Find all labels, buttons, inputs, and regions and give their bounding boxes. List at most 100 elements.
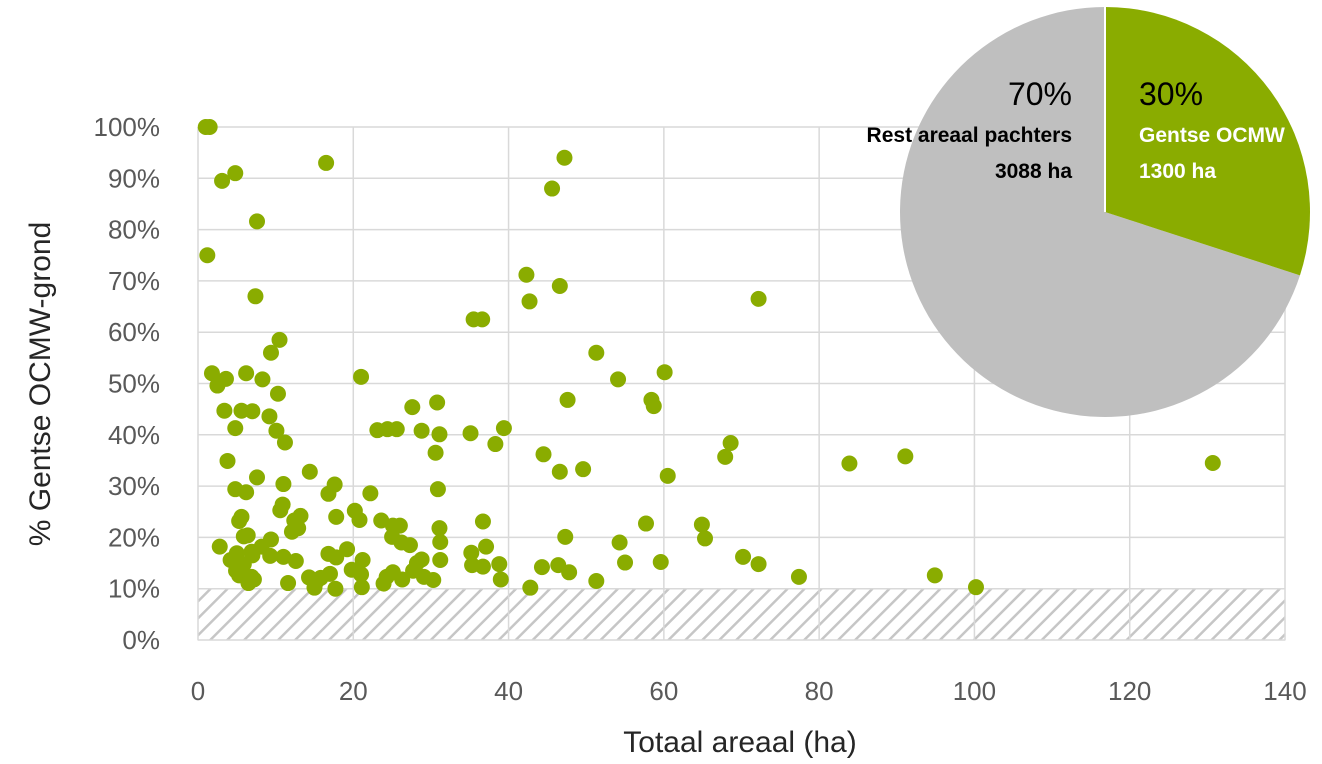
scatter-point [275, 548, 292, 565]
scatter-point [214, 172, 231, 189]
scatter-point [551, 463, 568, 480]
x-axis-title: Totaal areaal (ha) [623, 726, 856, 759]
x-tick-labels: 0 20 40 60 80 100 120 140 [191, 676, 1307, 706]
scatter-point [328, 549, 345, 566]
scatter-point [429, 394, 446, 411]
scatter-point [353, 579, 370, 596]
scatter-point [645, 398, 662, 415]
scatter-point [247, 288, 264, 305]
scatter-point [431, 426, 448, 443]
scatter-points [197, 119, 1221, 597]
y-axis-title: % Gentse OCMW-grond [24, 222, 57, 547]
scatter-point [926, 567, 943, 584]
scatter-point [432, 551, 449, 568]
scatter-point [656, 364, 673, 381]
x-tick-label: 0 [191, 676, 205, 706]
y-tick-label: 10% [108, 574, 160, 604]
pie-label-ocmw-area: 1300 ha [1139, 160, 1216, 183]
pie-label-rest-name: Rest areaal pachters [867, 124, 1072, 147]
x-tick-label: 40 [494, 676, 523, 706]
scatter-point [551, 278, 568, 295]
scatter-point [462, 425, 479, 442]
scatter-point [271, 331, 288, 348]
pie-label-rest-percent: 70% [1008, 76, 1072, 112]
scatter-point [240, 575, 257, 592]
y-tick-label: 30% [108, 471, 160, 501]
scatter-point [611, 534, 628, 551]
scatter-point [474, 513, 491, 530]
scatter-point [321, 565, 338, 582]
scatter-point [391, 517, 408, 534]
scatter-point [967, 579, 984, 596]
scatter-point [617, 554, 634, 571]
pie-label-ocmw-name: Gentse OCMW [1139, 124, 1285, 147]
scatter-point [199, 247, 216, 264]
scatter-point [219, 452, 236, 469]
scatter-point [290, 520, 307, 537]
scatter-point [211, 538, 228, 555]
scatter-point [388, 421, 405, 438]
pie-slice-ocmw [1105, 7, 1310, 276]
scatter-point [487, 436, 504, 453]
scatter-point [216, 402, 233, 419]
scatter-point [429, 481, 446, 498]
scatter-point [841, 455, 858, 472]
scatter-point [262, 531, 279, 548]
scatter-point [518, 266, 535, 283]
scatter-point [431, 520, 448, 537]
x-tick-label: 100 [953, 676, 996, 706]
scatter-point [533, 559, 550, 576]
scatter-point [243, 543, 260, 560]
scatter-point [750, 290, 767, 307]
scatter-point [238, 484, 255, 501]
scatter-point [375, 575, 392, 592]
scatter-point [276, 434, 293, 451]
scatter-point [268, 422, 285, 439]
scatter-point [318, 154, 335, 171]
scatter-point [750, 556, 767, 573]
scatter-point [261, 408, 278, 425]
y-tick-label: 90% [108, 163, 160, 193]
scatter-point [559, 391, 576, 408]
scatter-point [463, 544, 480, 561]
scatter-point [280, 575, 297, 592]
scatter-point [556, 149, 573, 166]
x-tick-label: 80 [805, 676, 834, 706]
pie-label-rest-area: 3088 ha [995, 160, 1072, 183]
scatter-point [362, 485, 379, 502]
scatter-point [201, 119, 218, 135]
scatter-point [209, 377, 226, 394]
scatter-point [544, 180, 561, 197]
scatter-point [320, 485, 337, 502]
scatter-point [227, 420, 244, 437]
y-tick-label: 70% [108, 266, 160, 296]
scatter-point [353, 566, 370, 583]
scatter-point [413, 422, 430, 439]
scatter-point [432, 534, 449, 551]
y-tick-label: 0% [122, 625, 160, 655]
y-tick-label: 60% [108, 317, 160, 347]
x-tick-label: 20 [339, 676, 368, 706]
scatter-point [693, 516, 710, 533]
scatter-point [262, 547, 279, 564]
scatter-point [227, 165, 244, 182]
below-threshold-band [197, 588, 1286, 641]
scatter-point [425, 571, 442, 588]
scatter-point [339, 541, 356, 558]
scatter-point [254, 371, 271, 388]
scatter-point [491, 556, 508, 573]
scatter-point [575, 461, 592, 478]
scatter-point [478, 538, 495, 555]
scatter-point [610, 371, 627, 388]
scatter-point [351, 511, 368, 528]
scatter-point [353, 368, 370, 385]
scatter-point [588, 573, 605, 590]
scatter-point [292, 507, 309, 524]
scatter-point [244, 403, 261, 420]
x-tick-label: 140 [1263, 676, 1306, 706]
scatter-point [427, 444, 444, 461]
scatter-point [231, 512, 248, 529]
scatter-point [474, 311, 491, 328]
scatter-point [203, 365, 220, 382]
